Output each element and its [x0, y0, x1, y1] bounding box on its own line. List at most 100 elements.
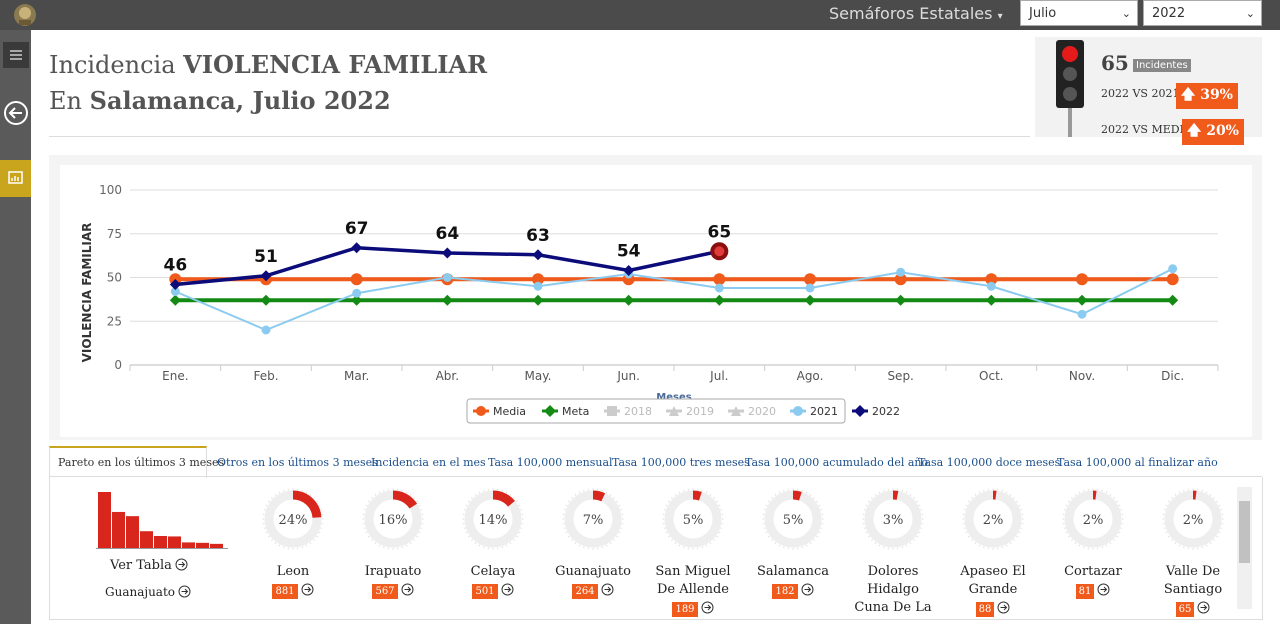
donut: 5% [662, 488, 724, 550]
pareto-item: 24% Leon 881 [243, 488, 343, 599]
nav-menu[interactable]: Semáforos Estatales ▾ [829, 4, 1003, 23]
legend: Media Meta 2018 2019 2020 2021 2022 [466, 398, 900, 424]
mini-bar [154, 535, 167, 548]
year-value[interactable]: 2022 [1152, 6, 1186, 21]
legend-label[interactable]: 2020 [748, 405, 776, 418]
tab[interactable]: Tasa 100,000 mensual [488, 456, 613, 469]
donut-tick [1218, 504, 1221, 507]
donut: 2% [1162, 488, 1224, 550]
donut-label: 16% [379, 513, 408, 528]
arrow-icon[interactable] [801, 583, 814, 596]
tab[interactable]: Pareto en los últimos 3 meses [58, 456, 225, 469]
arrow-icon[interactable] [175, 558, 188, 571]
count-badge: 567 [372, 584, 398, 599]
scrollbar[interactable] [1237, 487, 1252, 609]
donut-tick [971, 539, 973, 541]
tab[interactable]: Tasa 100,000 tres meses [612, 456, 750, 469]
y-axis-label: VIOLENCIA FAMILIAR [80, 223, 94, 363]
arrow-icon[interactable] [501, 583, 514, 596]
donut-tick [1105, 491, 1108, 494]
tab[interactable]: Otros en los últimos 3 meses [217, 456, 378, 469]
pareto-item: 7% Guanajuato 264 [543, 488, 643, 599]
x-tick-label: Jun. [616, 369, 640, 383]
data-label: 46 [163, 256, 187, 276]
nav-menu-text[interactable]: Semáforos Estatales [829, 4, 993, 23]
donut-tick [413, 539, 415, 541]
tab[interactable]: Tasa 100,000 acumulado del año [745, 456, 929, 469]
ver-tabla-text[interactable]: Ver Tabla [110, 558, 172, 573]
month-select[interactable]: Julio ⌄ [1020, 0, 1138, 26]
point [669, 406, 679, 416]
city-name[interactable]: Salamanca [756, 564, 830, 579]
region-text[interactable]: Guanajuato [105, 585, 176, 599]
legend-label[interactable]: 2018 [624, 405, 652, 418]
city-name[interactable]: Guanajuato [555, 564, 631, 579]
legend-label[interactable]: Meta [562, 405, 589, 418]
legend-item[interactable]: 2019 [666, 405, 714, 418]
month-value[interactable]: Julio [1029, 6, 1057, 21]
ver-tabla[interactable]: Ver Tabla [110, 558, 188, 573]
donut-tick [709, 494, 712, 496]
chart-button[interactable] [0, 160, 31, 197]
arrow-icon[interactable] [301, 583, 314, 596]
mini-bar [168, 536, 181, 548]
donut-tick [668, 535, 670, 538]
donut-tick [965, 531, 968, 534]
donut-tick [1009, 542, 1012, 544]
city-name[interactable]: Irapuato [364, 564, 422, 579]
city-name[interactable]: San Miguel De Allende [655, 564, 731, 597]
kpi-change-value: 20% [1206, 123, 1239, 139]
city-name[interactable]: Leon [276, 564, 310, 579]
arrow-icon[interactable] [701, 601, 714, 614]
tab[interactable]: Tasa 100,000 al finalizar año [1057, 456, 1218, 469]
donut-tick [774, 494, 777, 496]
arrow-icon[interactable] [1197, 601, 1210, 614]
donut-tick [1209, 494, 1212, 496]
arrow-icon[interactable] [178, 585, 191, 598]
donut-arc [692, 490, 702, 501]
legend-item[interactable]: 2020 [728, 405, 776, 418]
legend-item[interactable]: 2021 [790, 405, 838, 418]
legend-label[interactable]: Media [493, 405, 526, 418]
donut-tick [316, 500, 318, 503]
donut-tick [1165, 531, 1168, 534]
arrow-circle [1097, 583, 1110, 596]
donut-arc [592, 490, 606, 502]
arrow-icon[interactable] [601, 583, 614, 596]
legend-label[interactable]: 2021 [810, 405, 838, 418]
x-tick-label: Ene. [162, 369, 188, 383]
donut-tick [409, 494, 412, 496]
arrow-shape [804, 586, 811, 593]
legend-item[interactable]: Media [473, 405, 526, 418]
legend-label[interactable]: 2022 [872, 405, 900, 418]
donut-tick [368, 535, 370, 538]
tab[interactable]: Tasa 100,000 doce meses [918, 456, 1061, 469]
arrow-icon[interactable] [997, 601, 1010, 614]
x-tick-label: Dic. [1161, 369, 1184, 383]
menu-button[interactable] [3, 42, 29, 68]
year-select[interactable]: 2022 ⌄ [1143, 0, 1262, 26]
legend-item[interactable]: 2018 [604, 405, 652, 418]
arrow-icon[interactable] [1097, 583, 1110, 596]
city-name[interactable]: Valle De Santiago [1163, 564, 1223, 597]
legend-item[interactable]: Meta [542, 405, 589, 418]
donut-tick [1174, 494, 1177, 496]
donut: 5% [762, 488, 824, 550]
donut-tick [518, 531, 521, 534]
legend-item[interactable]: 2022 [852, 405, 900, 418]
city-name[interactable]: Cortazar [1064, 564, 1122, 579]
back-button[interactable] [3, 100, 29, 126]
donut-tick [371, 497, 373, 499]
city-name[interactable]: Apaseo El Grande [960, 564, 1026, 597]
donut-tick [478, 544, 481, 547]
legend-label[interactable]: 2019 [686, 405, 714, 418]
tab[interactable]: Incidencia en el mes [371, 456, 486, 469]
city-name[interactable]: Celaya [470, 564, 516, 579]
region-link[interactable]: Guanajuato [105, 585, 191, 599]
city-name[interactable]: Dolores Hidalgo Cuna De La [854, 564, 932, 615]
donut-tick [618, 531, 621, 534]
donut-tick [978, 544, 981, 547]
arrow-icon[interactable] [401, 583, 414, 596]
donut-label: 24% [279, 513, 308, 528]
donut-tick [268, 535, 270, 538]
